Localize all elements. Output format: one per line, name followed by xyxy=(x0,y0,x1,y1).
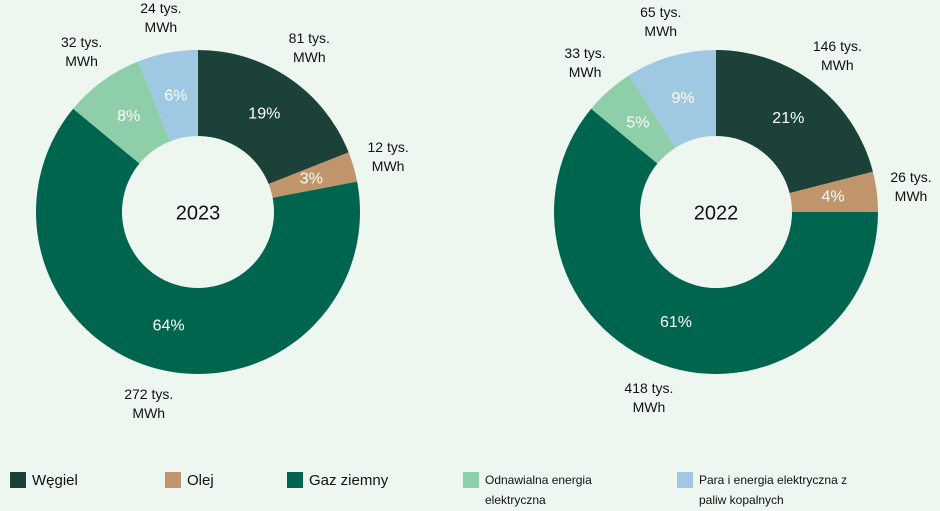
legend-label: Gaz ziemny xyxy=(309,472,389,489)
pie-slice xyxy=(36,108,360,375)
center-title: 2022 xyxy=(694,202,739,224)
legend-label: Para i energia elektryczna z paliw kopal… xyxy=(699,473,848,507)
pie-slice xyxy=(73,61,171,164)
energy-label: 418 tys. MWh xyxy=(624,380,674,416)
energy-label: 32 tys. MWh xyxy=(60,33,103,69)
pie-slice xyxy=(629,50,716,148)
legend-item: Węgiel xyxy=(10,472,78,489)
pie-slice xyxy=(138,50,198,142)
energy-label: 26 tys. MWh xyxy=(890,169,932,205)
slice-label: 61% xyxy=(660,314,692,331)
pie-slice xyxy=(716,50,873,194)
legend-swatch xyxy=(287,472,303,488)
pie-slice xyxy=(591,75,676,164)
legend-label: Olej xyxy=(187,472,214,489)
legend-swatch xyxy=(10,472,26,488)
slice-label: 19% xyxy=(248,106,280,123)
energy-label: 146 tys. MWh xyxy=(812,37,862,73)
pie-slice xyxy=(198,50,349,185)
slice-label: 9% xyxy=(672,90,695,107)
slice-label: 4% xyxy=(822,188,845,205)
energy-label: 12 tys. MWh xyxy=(367,138,409,174)
legend-item: Gaz ziemny xyxy=(287,472,388,489)
pie-slice xyxy=(553,108,878,375)
legend-item: Odnawialna energia elektryczna xyxy=(463,472,635,510)
slice-label: 3% xyxy=(300,170,323,187)
pie-slice xyxy=(268,152,358,198)
legend-swatch xyxy=(463,472,479,488)
pie-slice xyxy=(789,171,878,212)
energy-label: 33 tys. MWh xyxy=(564,45,606,81)
legend-label: Odnawialna energia elektryczna xyxy=(485,473,592,507)
legend-item: Para i energia elektryczna z paliw kopal… xyxy=(677,472,849,510)
center-title: 2023 xyxy=(176,202,221,224)
slice-label: 21% xyxy=(772,110,804,127)
legend-label: Węgiel xyxy=(32,472,78,489)
slice-label: 5% xyxy=(626,115,649,132)
slice-label: 64% xyxy=(153,318,185,335)
legend-swatch xyxy=(677,472,693,488)
energy-label: 272 tys. MWh xyxy=(124,385,174,421)
slice-label: 6% xyxy=(164,87,187,104)
slice-label: 8% xyxy=(117,108,140,125)
legend-swatch xyxy=(165,472,181,488)
energy-label: 81 tys. MWh xyxy=(288,30,330,66)
legend-item: Olej xyxy=(165,472,214,489)
energy-label: 65 tys. MWh xyxy=(640,3,682,39)
energy-label: 24 tys. MWh xyxy=(140,0,182,35)
